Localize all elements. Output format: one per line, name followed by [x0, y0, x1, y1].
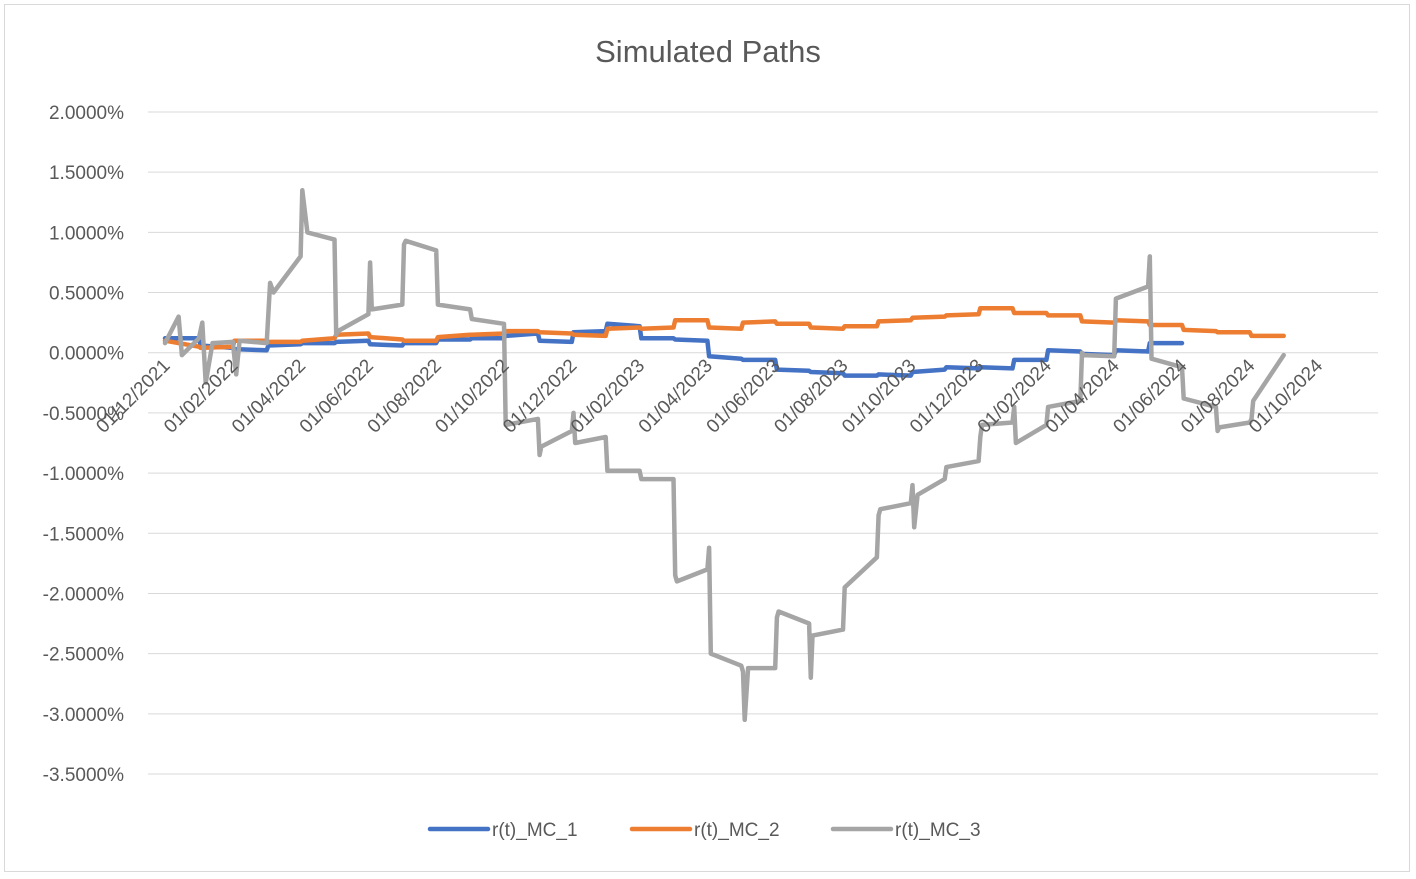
y-tick-label: -1.0000% [43, 464, 124, 485]
y-tick-label: 2.0000% [49, 103, 124, 124]
series-line-2 [162, 305, 1286, 351]
y-tick-label: 1.0000% [49, 223, 124, 244]
y-tick-label: -3.0000% [43, 705, 124, 726]
chart-title: Simulated Paths [595, 34, 821, 69]
series-lines [162, 187, 1286, 723]
legend: r(t)_MC_1 r(t)_MC_2 r(t)_MC_3 [427, 820, 981, 841]
y-axis-tick-labels: 2.0000% 1.5000% 1.0000% 0.5000% 0.0000% -0.50… [43, 103, 124, 786]
y-tick-label: -0.5000% [43, 404, 124, 425]
y-tick-label: -3.5000% [43, 765, 124, 786]
y-tick-label: -2.0000% [43, 584, 124, 605]
y-tick-label: -1.5000% [43, 524, 124, 545]
y-tick-label: 0.5000% [49, 284, 124, 305]
gridlines [148, 111, 1378, 775]
y-tick-label: 1.5000% [49, 163, 124, 184]
series-line-1 [162, 321, 1185, 378]
x-axis-tick-labels: 01/12/202101/02/202201/04/202201/06/2022… [92, 355, 1327, 437]
legend-label-3: r(t)_MC_3 [895, 820, 981, 841]
y-tick-label: -2.5000% [43, 645, 124, 666]
chart-frame [4, 4, 1410, 872]
legend-label-2: r(t)_MC_2 [694, 820, 780, 841]
legend-label-1: r(t)_MC_1 [492, 820, 578, 841]
y-tick-label: 0.0000% [49, 344, 124, 365]
series-line-3 [162, 187, 1286, 723]
